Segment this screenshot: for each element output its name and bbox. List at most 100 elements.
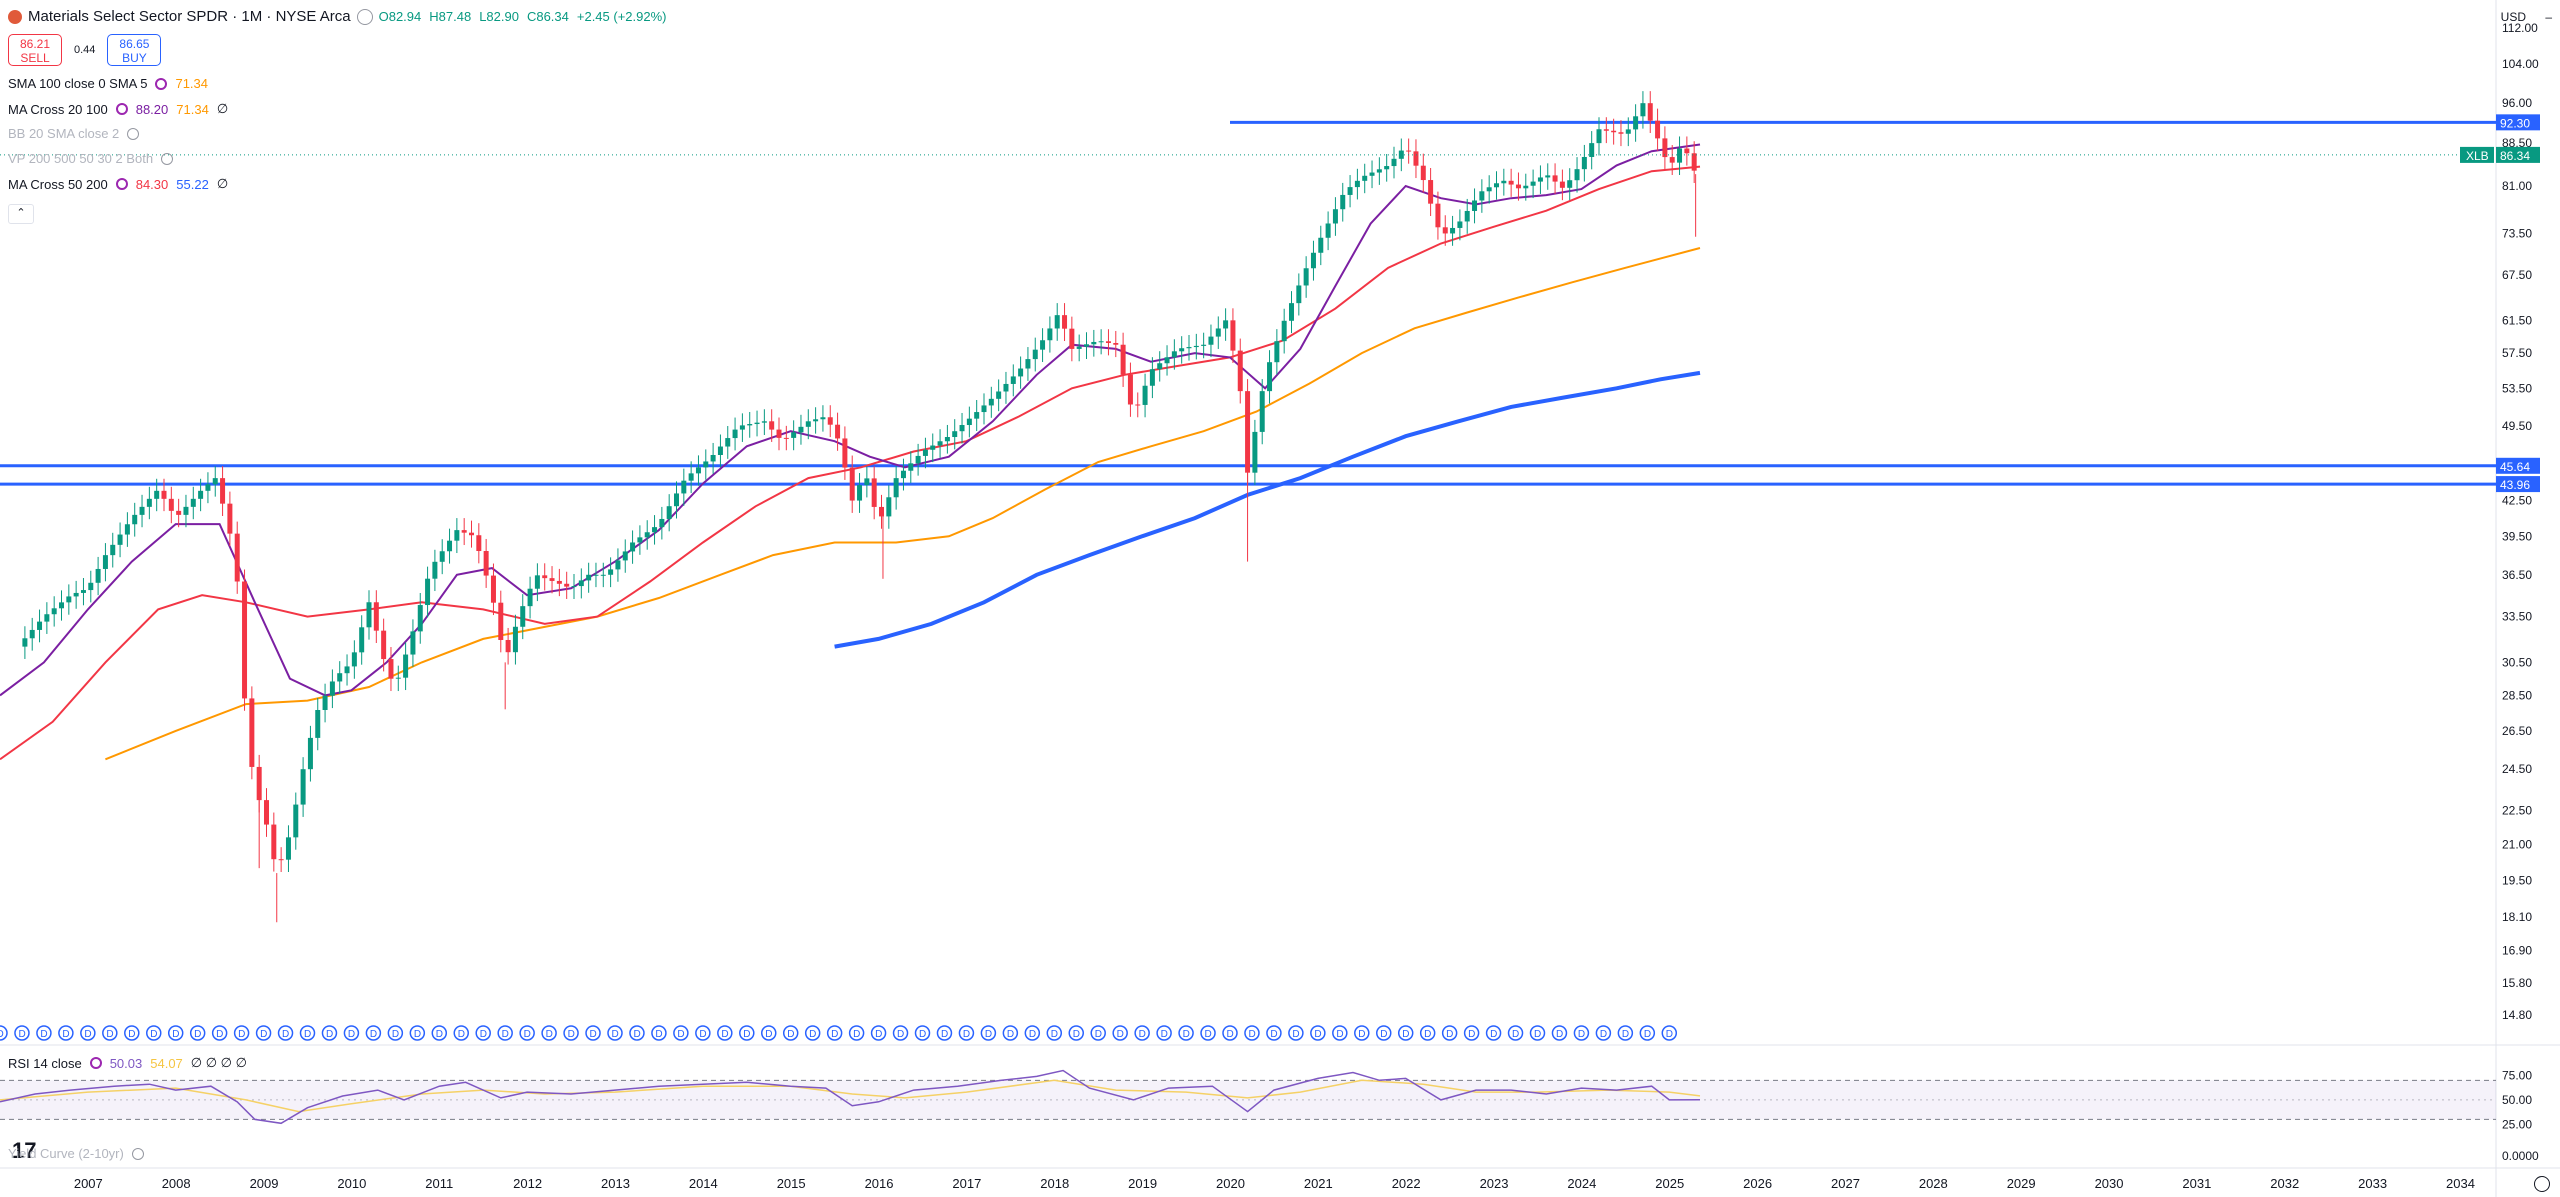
dividend-marker[interactable] [1200,1025,1216,1041]
dividend-marker[interactable] [673,1025,689,1041]
dividend-marker[interactable] [1046,1025,1063,1041]
dividend-marker[interactable] [1397,1025,1414,1041]
dividend-marker[interactable] [1002,1025,1019,1041]
dividend-marker[interactable] [431,1025,448,1041]
sell-button[interactable]: 86.21 SELL [8,34,62,66]
gear-icon[interactable] [2534,1176,2550,1192]
dividend-marker[interactable] [255,1025,272,1041]
symbol-title[interactable]: Materials Select Sector SPDR · 1M · NYSE… [28,8,351,25]
more-icon[interactable] [356,9,373,25]
dividend-marker[interactable] [958,1025,975,1041]
dividend-marker[interactable] [1376,1025,1392,1041]
dividend-marker[interactable] [1441,1025,1458,1041]
dividend-marker[interactable] [1617,1025,1634,1041]
dividend-marker[interactable] [1134,1025,1150,1041]
dividend-marker[interactable] [1112,1025,1128,1041]
indicator-row[interactable]: BB 20 SMA close 2 [8,126,140,141]
dividend-marker[interactable] [475,1025,491,1041]
dividend-marker[interactable] [211,1025,228,1041]
indicator-row[interactable]: SMA 100 close 0 SMA 5 71.34 [8,76,208,91]
dividend-marker[interactable] [1573,1025,1590,1041]
dividend-marker[interactable] [629,1025,645,1041]
eye-hidden-icon[interactable] [127,127,140,140]
buy-button[interactable]: 86.65 BUY [107,34,162,66]
dividend-marker[interactable] [124,1025,140,1041]
dividend-marker[interactable] [1156,1025,1172,1041]
dividend-marker[interactable] [782,1025,799,1041]
currency-label[interactable]: USD [2500,10,2526,24]
dividend-marker[interactable] [563,1025,579,1041]
dividend-marker[interactable] [233,1025,250,1041]
chevron-down-icon[interactable]: – [2545,10,2552,24]
dividend-marker[interactable] [321,1025,338,1041]
dividend-marker[interactable] [102,1025,118,1041]
dividend-marker[interactable] [1661,1025,1678,1041]
dividend-marker[interactable] [695,1025,711,1041]
dividend-marker[interactable] [1419,1025,1436,1041]
dividend-marker[interactable] [1595,1025,1612,1041]
dividend-marker[interactable] [14,1025,30,1041]
collapse-legend-button[interactable]: ⌃ [8,204,34,224]
dividend-marker[interactable] [717,1025,733,1041]
dividend-marker[interactable] [607,1025,623,1041]
eye-hidden-icon[interactable] [161,152,174,165]
dividend-marker[interactable] [1244,1025,1260,1041]
dividend-marker[interactable] [848,1025,865,1041]
dividend-marker[interactable] [519,1025,535,1041]
dividend-marker[interactable] [343,1025,360,1041]
dividend-marker[interactable] [1551,1025,1568,1041]
dividend-marker[interactable] [146,1025,162,1041]
dividend-marker[interactable] [1507,1025,1524,1041]
dividend-marker[interactable] [1354,1025,1370,1041]
dividend-marker[interactable] [58,1025,74,1041]
dividend-marker[interactable] [980,1025,997,1041]
dividend-marker[interactable] [870,1025,887,1041]
dividend-marker[interactable] [167,1025,184,1041]
dividend-marker[interactable] [299,1025,316,1041]
dividend-marker[interactable] [1463,1025,1480,1041]
indicator-row[interactable]: MA Cross 50 200 84.30 55.22 ∅ [8,176,228,192]
dividend-marker[interactable] [189,1025,206,1041]
dividend-marker[interactable] [1222,1025,1238,1041]
dividend-marker[interactable] [1310,1025,1326,1041]
dividend-marker[interactable] [1332,1025,1348,1041]
dividend-marker[interactable] [453,1025,469,1041]
rsi-legend[interactable]: RSI 14 close 50.03 54.07 ∅ ∅ ∅ ∅ [8,1055,247,1071]
indicator-settings-icon[interactable] [155,77,168,90]
dividend-marker[interactable] [1178,1025,1194,1041]
indicator-settings-icon[interactable] [115,178,128,190]
dividend-marker[interactable] [1288,1025,1304,1041]
dividend-marker[interactable] [1485,1025,1502,1041]
indicator-row[interactable]: VP 200 500 50 30 2 Both [8,151,174,166]
dividend-marker[interactable] [497,1025,513,1041]
dividend-marker[interactable] [409,1025,426,1041]
dividend-marker[interactable] [585,1025,601,1041]
dividend-marker[interactable] [1024,1025,1041,1041]
dividend-marker[interactable] [826,1025,843,1041]
dividend-marker[interactable] [1266,1025,1282,1041]
dividend-marker[interactable] [36,1025,52,1041]
eye-hidden-icon[interactable] [131,1147,144,1160]
dividend-marker[interactable] [277,1025,294,1041]
dividend-marker[interactable] [365,1025,382,1041]
yield-curve-legend[interactable]: Yield Curve (2-10yr) [8,1146,144,1161]
dividend-marker[interactable] [804,1025,821,1041]
dividend-marker[interactable] [651,1025,667,1041]
dividend-marker[interactable] [761,1025,777,1041]
dividend-marker[interactable] [541,1025,557,1041]
dividend-marker[interactable] [80,1025,96,1041]
indicator-settings-icon[interactable] [115,103,128,115]
dividend-marker[interactable] [1068,1025,1084,1041]
dividend-marker[interactable] [387,1025,404,1041]
dividend-marker[interactable] [1090,1025,1106,1041]
dividend-marker[interactable] [1639,1025,1656,1041]
dividend-marker[interactable] [914,1025,931,1041]
rsi-settings-icon[interactable] [89,1057,102,1069]
indicator-row[interactable]: MA Cross 20 100 88.20 71.34 ∅ [8,101,228,117]
dividend-marker[interactable] [1529,1025,1546,1041]
dividend-marker[interactable] [936,1025,953,1041]
dividend-marker[interactable] [892,1025,909,1041]
dividend-marker[interactable] [0,1025,8,1041]
dividend-marker[interactable] [739,1025,755,1041]
